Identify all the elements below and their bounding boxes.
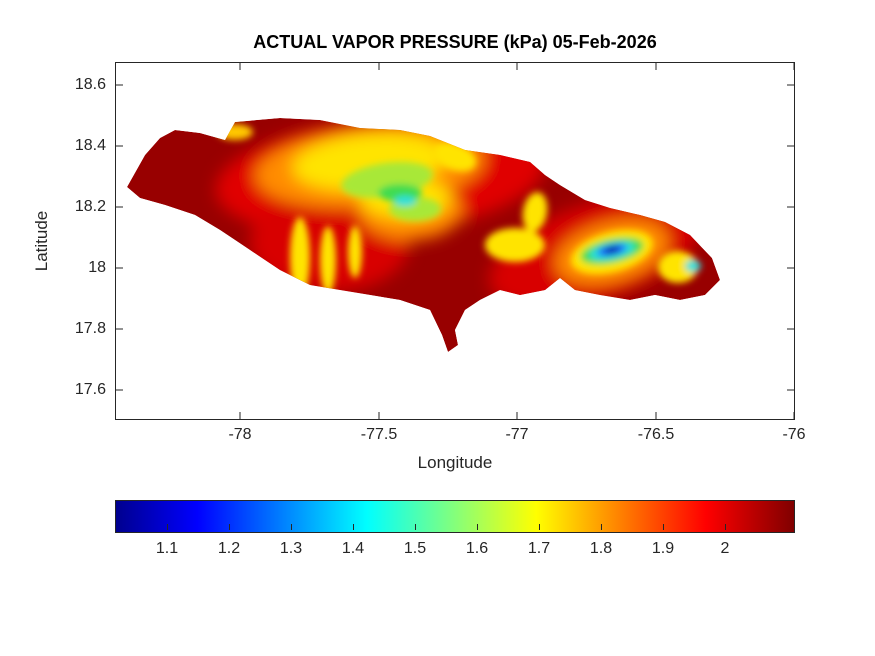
colorbar-tick-label: 1.8 — [589, 540, 613, 557]
plot-area — [115, 62, 795, 420]
colorbar-tick-label: 1.3 — [279, 540, 303, 557]
colorbar-tick-mark — [663, 524, 664, 530]
tick-marks — [116, 63, 795, 419]
x-tick-label: -76.5 — [637, 426, 675, 443]
map-canvas — [115, 62, 795, 420]
colorbar — [115, 500, 795, 533]
x-tick-label: -77 — [505, 426, 529, 443]
heat-blob — [485, 228, 545, 262]
heat-blob — [217, 124, 253, 140]
heat-blob — [320, 226, 336, 294]
colorbar-tick-mark — [167, 524, 168, 530]
colorbar-tick-mark — [291, 524, 292, 530]
heat-blob — [522, 192, 548, 232]
colorbar-tick-label: 1.1 — [155, 540, 179, 557]
heat-blob — [604, 246, 620, 254]
heat-blob — [290, 217, 310, 297]
axes-box — [115, 62, 795, 420]
colorbar-tick-mark — [601, 524, 602, 530]
heat-blob — [348, 226, 362, 278]
colorbar-tick-label: 1.9 — [651, 540, 675, 557]
heat-blob — [658, 251, 698, 283]
colorbar-tick-mark — [229, 524, 230, 530]
x-axis-label: Longitude — [417, 453, 493, 472]
y-tick-label: 18.2 — [74, 198, 106, 215]
y-tick-label: 18.6 — [74, 76, 106, 93]
chart-title: ACTUAL VAPOR PRESSURE (kPa) 05-Feb-2026 — [253, 32, 657, 52]
colorbar-tick-label: 1.6 — [465, 540, 489, 557]
heat-blob — [685, 260, 701, 272]
x-tick-label: -76 — [782, 426, 806, 443]
colorbar-tick-label: 1.7 — [527, 540, 551, 557]
colorbar-tick-label: 2 — [720, 540, 730, 557]
colorbar-tick-mark — [725, 524, 726, 530]
colorbar-tick-label: 1.5 — [403, 540, 427, 557]
heat-field — [127, 118, 720, 352]
heat-blob — [394, 196, 416, 206]
y-tick-label: 17.8 — [74, 320, 106, 337]
colorbar-tick-mark — [477, 524, 478, 530]
y-axis-label: Latitude — [32, 210, 51, 272]
y-tick-label: 18 — [88, 259, 106, 276]
colorbar-tick-mark — [353, 524, 354, 530]
colorbar-tick-mark — [415, 524, 416, 530]
colorbar-tick-label: 1.4 — [341, 540, 365, 557]
x-tick-label: -77.5 — [360, 426, 398, 443]
y-tick-label: 18.4 — [74, 137, 106, 154]
x-tick-label: -78 — [228, 426, 252, 443]
colorbar-tick-label: 1.2 — [217, 540, 241, 557]
y-tick-label: 17.6 — [74, 381, 106, 398]
heat-blob-layer-fine — [217, 124, 701, 297]
colorbar-tick-mark — [539, 524, 540, 530]
